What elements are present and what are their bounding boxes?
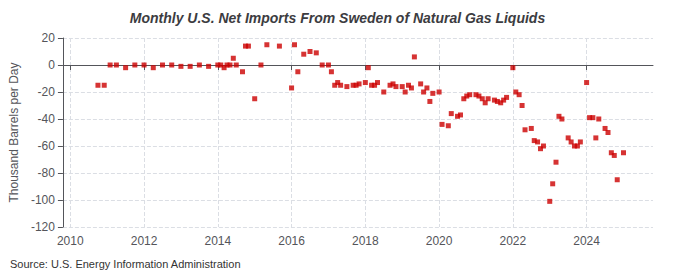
svg-text:Monthly U.S. Net Imports From: Monthly U.S. Net Imports From Sweden of … bbox=[130, 10, 546, 26]
svg-text:2020: 2020 bbox=[426, 234, 453, 248]
svg-text:2012: 2012 bbox=[131, 234, 158, 248]
svg-text:Thousand Barrels per Day: Thousand Barrels per Day bbox=[7, 62, 21, 202]
svg-text:-40: -40 bbox=[38, 112, 56, 126]
svg-text:-80: -80 bbox=[38, 166, 56, 180]
svg-text:-120: -120 bbox=[31, 220, 55, 234]
svg-text:-20: -20 bbox=[38, 85, 56, 99]
svg-text:2014: 2014 bbox=[204, 234, 231, 248]
svg-text:Source: U.S. Energy Informatio: Source: U.S. Energy Information Administ… bbox=[10, 258, 241, 270]
svg-text:2016: 2016 bbox=[278, 234, 305, 248]
svg-text:0: 0 bbox=[48, 58, 55, 72]
svg-text:-60: -60 bbox=[38, 139, 56, 153]
svg-text:2010: 2010 bbox=[57, 234, 84, 248]
svg-text:2018: 2018 bbox=[352, 234, 379, 248]
svg-text:20: 20 bbox=[42, 31, 56, 45]
svg-text:-100: -100 bbox=[31, 193, 55, 207]
svg-text:2022: 2022 bbox=[500, 234, 527, 248]
svg-text:2024: 2024 bbox=[573, 234, 600, 248]
